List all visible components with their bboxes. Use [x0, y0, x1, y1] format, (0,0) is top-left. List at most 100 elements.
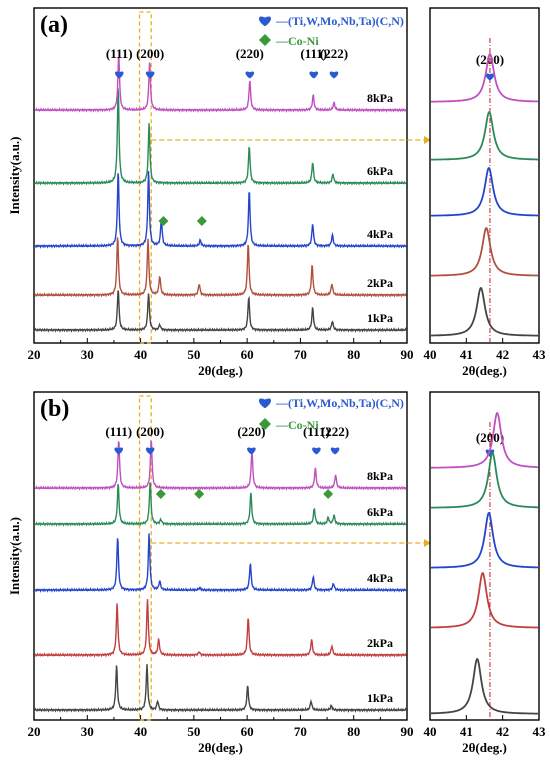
peak-label: (111) — [300, 46, 327, 61]
x-tick-label: 50 — [187, 724, 200, 739]
legend-label: —(Ti,W,Mo,Nb,Ta)(C,N) — [275, 14, 404, 28]
legend-heart-icon — [258, 16, 272, 27]
series-line-6kPa — [34, 482, 407, 527]
x-tick-label: 80 — [347, 347, 360, 362]
diamond-marker — [196, 216, 207, 226]
legend-diamond-icon — [259, 418, 271, 430]
series-label: 8kPa — [367, 469, 393, 483]
inset-x-tick-label: 42 — [496, 347, 509, 362]
panel-label: (a) — [40, 12, 68, 38]
inset-heart-marker — [485, 73, 495, 81]
series-line-8kPa — [34, 439, 407, 491]
inset-x-tick-label: 41 — [460, 724, 473, 739]
x-tick-label: 30 — [81, 724, 94, 739]
series-line-8kPa — [34, 56, 407, 113]
heart-marker — [247, 447, 256, 455]
main-plot-frame — [33, 7, 408, 344]
inset-x-axis-label: 2θ(deg.) — [462, 740, 507, 755]
inset-peak-label: (200) — [476, 52, 504, 67]
series-label: 8kPa — [367, 91, 393, 105]
panel-a: 20 30 40 50 60 70 80 90 2θ(deg.) Intensity(a.u.) 1… — [7, 7, 547, 378]
inset-series-line-8kPa — [431, 412, 539, 469]
series-line-6kPa — [34, 88, 407, 186]
x-tick-label: 20 — [28, 724, 41, 739]
x-tick-label: 90 — [401, 347, 414, 362]
series-label: 2kPa — [367, 636, 393, 650]
series-label: 1kPa — [367, 311, 393, 325]
legend-diamond-icon — [259, 34, 271, 46]
zoom-arrow-head — [424, 539, 431, 547]
series-line-1kPa — [34, 664, 407, 713]
inset-x-tick-label: 41 — [460, 347, 473, 362]
x-tick-label: 80 — [347, 724, 360, 739]
peak-label: (111) — [303, 424, 330, 439]
inset-series-line-2kPa — [431, 572, 538, 629]
diamond-marker — [158, 216, 169, 226]
x-tick-label: 70 — [294, 347, 307, 362]
heart-marker — [145, 447, 155, 455]
zoom-arrow-head — [424, 136, 431, 144]
heart-marker — [330, 447, 340, 455]
inset-series-line-1kPa — [431, 658, 538, 715]
heart-marker — [312, 447, 321, 455]
inset-series-line-6kPa — [431, 111, 538, 161]
peak-label: (111) — [106, 46, 133, 61]
series-line-2kPa — [34, 599, 407, 658]
x-tick-label: 20 — [28, 347, 41, 362]
heart-marker — [114, 447, 124, 455]
series-line-4kPa — [34, 170, 407, 249]
heart-marker — [145, 71, 155, 79]
legend-heart-icon — [258, 398, 272, 409]
peak-label: (111) — [105, 424, 132, 439]
heart-marker — [309, 71, 319, 79]
legend-label: —Co-Ni — [275, 418, 319, 432]
x-tick-label: 40 — [134, 347, 147, 362]
diamond-marker — [155, 489, 166, 499]
series-line-4kPa — [34, 533, 407, 593]
series-label: 4kPa — [367, 571, 393, 585]
series-line-1kPa — [34, 290, 407, 333]
inset-series-line-4kPa — [431, 166, 538, 217]
x-axis-label: 2θ(deg.) — [198, 363, 243, 378]
x-tick-label: 40 — [134, 724, 147, 739]
inset-series-line-1kPa — [431, 286, 538, 337]
peak-label: (222) — [321, 424, 349, 439]
peak-label: (200) — [136, 424, 164, 439]
x-tick-label: 60 — [241, 347, 254, 362]
series-label: 1kPa — [367, 691, 393, 705]
inset-x-tick-label: 43 — [533, 347, 547, 362]
inset-series-line-8kPa — [431, 52, 538, 103]
series-label: 6kPa — [367, 505, 393, 519]
x-tick-label: 60 — [241, 724, 254, 739]
legend-label: —(Ti,W,Mo,Nb,Ta)(C,N) — [275, 396, 404, 410]
peak-label: (220) — [236, 46, 264, 61]
inset-x-axis-label: 2θ(deg.) — [462, 363, 507, 378]
series-label: 6kPa — [367, 164, 393, 178]
inset-series-line-4kPa — [431, 511, 538, 569]
heart-marker — [245, 71, 255, 79]
inset-plot-frame — [429, 7, 540, 344]
heart-marker — [114, 71, 124, 79]
inset-x-tick-label: 40 — [424, 347, 437, 362]
diamond-marker — [323, 489, 334, 499]
peak-label: (220) — [237, 424, 265, 439]
inset-plot-frame — [429, 391, 540, 721]
panel-label: (b) — [40, 396, 69, 422]
series-label: 2kPa — [367, 276, 393, 290]
inset-series-line-6kPa — [431, 451, 538, 509]
peak-label: (222) — [320, 46, 348, 61]
inset-peak-label: (200) — [476, 430, 504, 445]
heart-marker — [329, 71, 339, 79]
diamond-marker — [194, 489, 205, 499]
y-axis-label: Intensity(a.u.) — [7, 136, 22, 214]
x-tick-label: 30 — [81, 347, 94, 362]
x-tick-label: 90 — [401, 724, 414, 739]
y-axis-label: Intensity(a.u.) — [7, 517, 22, 595]
inset-x-tick-label: 43 — [533, 724, 547, 739]
inset-x-tick-label: 42 — [496, 724, 509, 739]
panel-b: 20 30 40 50 60 70 80 90 2θ(deg.) Intensity(a.u.) 1… — [7, 391, 547, 755]
legend-label: —Co-Ni — [275, 34, 319, 48]
inset-series-line-2kPa — [431, 227, 538, 277]
x-axis-label: 2θ(deg.) — [198, 740, 243, 755]
main-plot-frame — [33, 391, 408, 721]
